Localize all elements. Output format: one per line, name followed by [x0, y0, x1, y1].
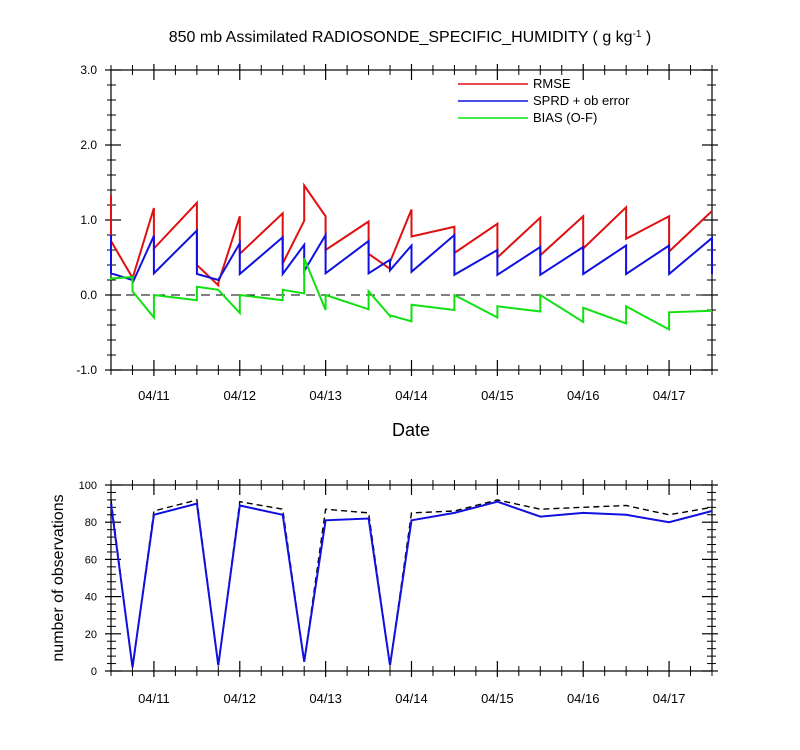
top-xtick-label: 04/17 — [653, 388, 686, 403]
top-y-tick-labels: -1.0 0.0 1.0 2.0 3.0 — [76, 63, 97, 377]
legend: RMSE SPRD + ob error BIAS (O-F) — [458, 76, 630, 125]
top-xtick-label: 04/13 — [309, 388, 342, 403]
legend-label-rmse: RMSE — [533, 76, 571, 91]
bottom-ytick-label: 80 — [85, 517, 97, 529]
top-series-sprd-ob-error — [110, 228, 713, 284]
legend-label-sprd-ob-error: SPRD + ob error — [533, 93, 630, 108]
bottom-series-observations-assimilated — [110, 500, 713, 668]
top-xtick-label: 04/14 — [395, 388, 428, 403]
bottom-panel-series — [110, 499, 713, 668]
bottom-xtick-label: 04/14 — [395, 691, 428, 706]
bottom-y-tick-labels: 0 20 40 60 80 100 — [79, 480, 97, 678]
top-xtick-label: 04/16 — [567, 388, 600, 403]
bottom-ytick-label: 100 — [79, 480, 97, 492]
top-ytick-label: 0.0 — [80, 288, 97, 302]
top-panel: -1.00.01.02.03.0 04/11 04/12 04/13 04/14 04/… — [76, 63, 718, 403]
bottom-panel-ticks — [105, 479, 718, 677]
top-ytick-label: 3.0 — [80, 63, 97, 77]
bottom-xtick-label: 04/15 — [481, 691, 514, 706]
bottom-xtick-label: 04/17 — [653, 691, 686, 706]
bottom-xtick-label: 04/11 — [138, 691, 170, 706]
top-ytick-label: 2.0 — [80, 138, 97, 152]
chart-title-exponent: -1 — [633, 29, 642, 40]
top-xtick-label: 04/12 — [224, 388, 257, 403]
legend-label-bias-o-f: BIAS (O-F) — [533, 110, 597, 125]
top-x-tick-labels: 04/11 04/12 04/13 04/14 04/15 04/16 04/17 — [138, 388, 685, 403]
chart-title-suffix: ) — [641, 29, 651, 46]
bottom-xtick-label: 04/12 — [224, 691, 257, 706]
top-ytick-label: -1.0 — [76, 363, 97, 377]
bottom-series-observations-available — [110, 499, 713, 668]
bottom-ytick-label: 20 — [85, 629, 97, 641]
bottom-ytick-label: 60 — [85, 554, 97, 566]
top-panel-ticks — [105, 64, 718, 376]
bottom-xtick-label: 04/16 — [567, 691, 600, 706]
bottom-ytick-label: 0 — [91, 666, 97, 678]
top-ytick-label: 1.0 — [80, 213, 97, 227]
bottom-x-tick-labels: 04/11 04/12 04/13 04/14 04/15 04/16 04/17 — [138, 691, 685, 706]
bottom-xtick-label: 04/13 — [309, 691, 342, 706]
chart-title: 850 mb Assimilated RADIOSONDE_SPECIFIC_H… — [169, 29, 652, 47]
top-series-bias-o-f — [110, 257, 713, 332]
chart-title-main: 850 mb Assimilated RADIOSONDE_SPECIFIC_H… — [169, 29, 633, 46]
y-axis-label-observations: number of observations — [50, 494, 67, 661]
bottom-ytick-label: 40 — [85, 592, 97, 604]
x-axis-label: Date — [392, 420, 430, 440]
top-xtick-label: 04/11 — [138, 388, 170, 403]
top-panel-series — [110, 182, 713, 332]
top-xtick-label: 04/15 — [481, 388, 514, 403]
top-series-rmse — [110, 182, 713, 288]
